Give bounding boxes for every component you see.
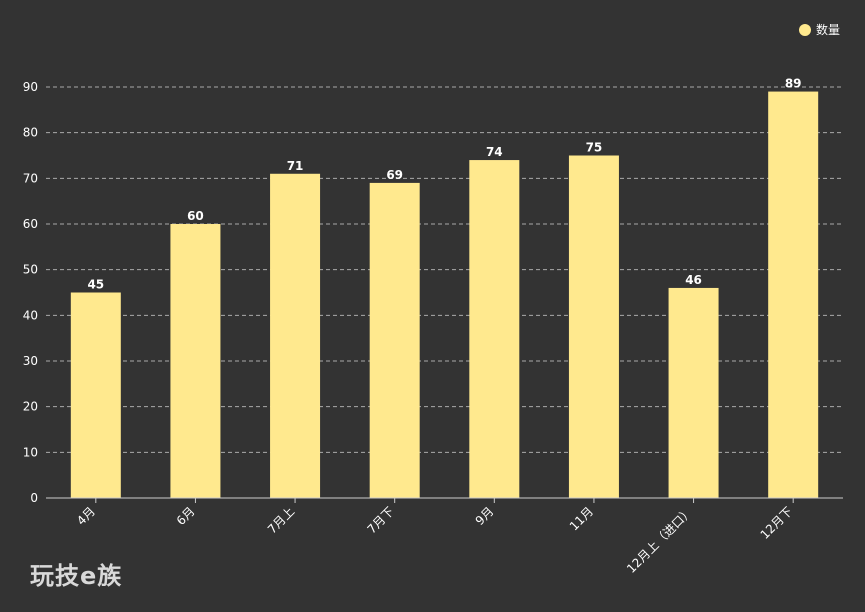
bar-value-label: 46: [685, 273, 702, 287]
bar-value-label: 74: [486, 145, 503, 159]
bar-value-label: 69: [386, 168, 403, 182]
legend-label: 数量: [816, 22, 840, 37]
bar[interactable]: [568, 155, 619, 499]
x-tick-label: 7月上: [265, 504, 297, 536]
x-tick-label: 11月: [567, 504, 596, 533]
y-tick-label: 20: [23, 400, 38, 414]
bar[interactable]: [270, 173, 321, 498]
x-tick-label: 9月: [473, 504, 497, 528]
data-labels: 45 60 71 69 74 75 46 89: [87, 77, 801, 292]
legend[interactable]: 数量: [799, 22, 840, 37]
grid-lines: [46, 86, 843, 453]
bar[interactable]: [369, 182, 420, 498]
bars: [70, 91, 819, 499]
bar-value-label: 71: [287, 159, 304, 173]
bar[interactable]: [668, 287, 719, 498]
bar-value-label: 89: [785, 77, 802, 91]
y-tick-label: 30: [23, 354, 38, 368]
watermark-logo: 玩技e族: [30, 562, 123, 590]
bar-value-label: 60: [187, 209, 204, 223]
y-tick-label: 70: [23, 171, 38, 185]
bar[interactable]: [170, 224, 221, 498]
x-tick-label: 6月: [174, 504, 198, 528]
legend-swatch-icon: [799, 24, 811, 36]
y-tick-label: 90: [23, 80, 38, 94]
bar-value-label: 45: [87, 278, 104, 292]
x-tick-label: 12月下: [758, 504, 796, 542]
x-tick-label: 12月上（进口）: [624, 504, 696, 576]
bar-value-label: 75: [586, 141, 603, 155]
y-tick-label: 10: [23, 445, 38, 459]
x-tick-label: 4月: [74, 504, 98, 528]
bar[interactable]: [469, 160, 520, 499]
bar[interactable]: [70, 292, 121, 499]
y-tick-label: 60: [23, 217, 38, 231]
axes: 0 10 20 30 40 50 60 70 80 90 4月 6月 7月上 7月下 9月 11月 12月上（进…: [23, 80, 843, 576]
y-tick-label: 40: [23, 308, 38, 322]
y-tick-label: 0: [30, 491, 38, 505]
x-tick-label: 7月下: [365, 504, 397, 536]
y-tick-label: 80: [23, 126, 38, 140]
y-tick-label: 50: [23, 263, 38, 277]
bar[interactable]: [768, 91, 819, 499]
